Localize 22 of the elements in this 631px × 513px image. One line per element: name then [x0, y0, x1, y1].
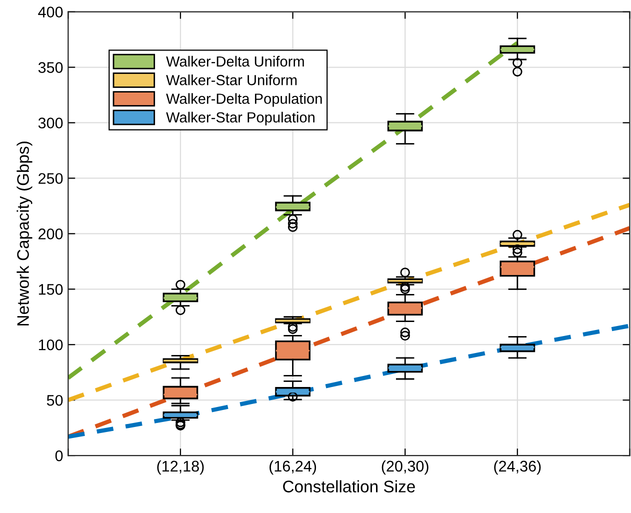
line-series — [68, 202, 630, 402]
y-tick-label: 200 — [38, 228, 63, 240]
legend-label: Walker-Delta Population — [166, 93, 322, 107]
y-tick-label: 400 — [38, 6, 63, 18]
legend-label: Walker-Delta Uniform — [166, 56, 304, 67]
y-tick-label: 0 — [55, 450, 63, 462]
y-axis-title: Network Capacity (Gbps) — [16, 142, 32, 326]
y-tick-label: 50 — [46, 394, 63, 406]
y-tick-label: 150 — [38, 284, 63, 295]
x-tick-label: (20,30) — [382, 460, 428, 475]
y-tick-label: 300 — [38, 118, 63, 128]
legend-label: Walker-Star Uniform — [166, 74, 297, 86]
x-tick-label: (24,36) — [494, 460, 541, 475]
x-tick-label: (16,24) — [270, 460, 316, 475]
x-tick-label: (12,18) — [157, 460, 204, 475]
line-series — [68, 40, 520, 380]
y-tick-label: 100 — [38, 339, 63, 350]
y-tick-label: 250 — [38, 173, 63, 184]
line-series — [68, 324, 630, 439]
y-tick-label: 350 — [38, 62, 63, 73]
x-axis-title: Constellation Size — [283, 480, 415, 492]
legend-label: Walker-Star Population — [166, 112, 314, 126]
